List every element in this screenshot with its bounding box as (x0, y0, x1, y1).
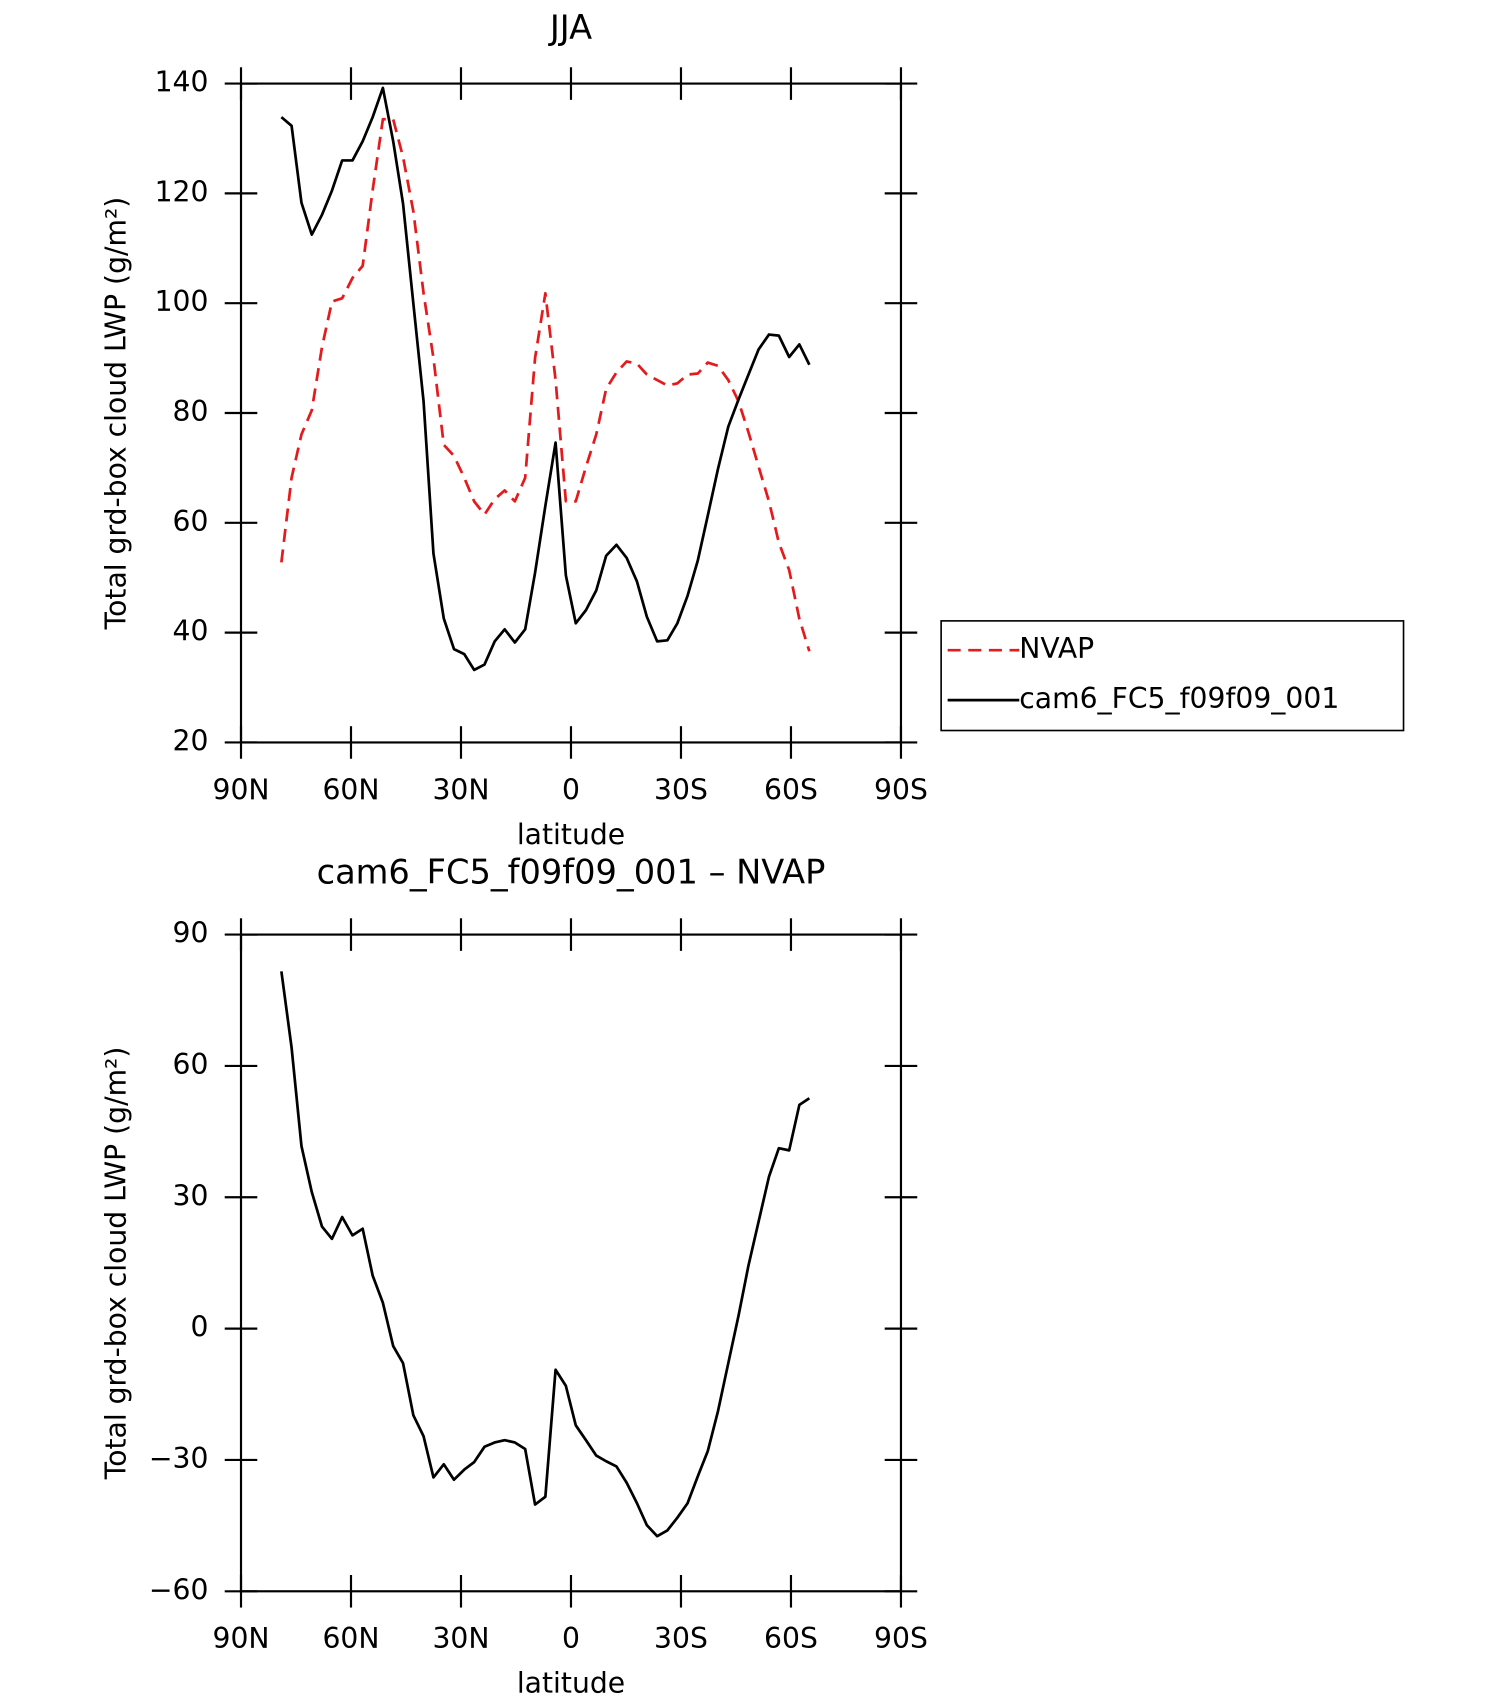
x-tick-label: 0 (562, 1622, 580, 1655)
x-tick-label: 60N (322, 773, 379, 806)
x-tick-label: 90N (212, 1622, 269, 1655)
x-tick-label: 90N (212, 773, 269, 806)
legend-box (940, 620, 1405, 732)
y-tick-label: 90 (173, 917, 209, 950)
x-tick-label: 60S (764, 773, 818, 806)
data-line (280, 117, 811, 652)
x-tick-label: 60S (764, 1622, 818, 1655)
y-tick-label: 0 (190, 1311, 208, 1344)
x-axis-label: latitude (517, 1667, 625, 1700)
y-tick-label: 30 (173, 1179, 209, 1212)
y-tick-label: 40 (173, 615, 209, 648)
legend-label: cam6_FC5_f09f09_001 (1019, 682, 1339, 715)
x-tick-label: 30S (654, 1622, 708, 1655)
chart-title: cam6_FC5_f09f09_001 – NVAP (317, 852, 826, 891)
plot-frame (239, 933, 903, 1593)
y-tick-label: 80 (173, 395, 209, 428)
y-tick-label: 60 (173, 1048, 209, 1081)
y-axis-label: Total grd-box cloud LWP (g/m²) (99, 1047, 132, 1481)
y-tick-label: 60 (173, 505, 209, 538)
x-tick-label: 60N (322, 1622, 379, 1655)
x-tick-label: 90S (874, 1622, 928, 1655)
chart-title: JJA (548, 8, 592, 47)
y-tick-label: 100 (155, 285, 209, 318)
x-tick-label: 30S (654, 773, 708, 806)
y-tick-label: 120 (155, 175, 209, 208)
x-tick-label: 90S (874, 773, 928, 806)
y-tick-label: −60 (149, 1573, 209, 1606)
data-line (280, 971, 811, 1538)
x-tick-label: 30N (432, 773, 489, 806)
y-axis-label: Total grd-box cloud LWP (g/m²) (99, 197, 132, 631)
x-axis-label: latitude (517, 818, 625, 851)
x-tick-label: 0 (562, 773, 580, 806)
x-tick-label: 30N (432, 1622, 489, 1655)
y-tick-label: −30 (149, 1442, 209, 1475)
legend-label: NVAP (1019, 632, 1094, 665)
data-line (280, 86, 811, 672)
plot-frame (239, 82, 903, 744)
y-tick-label: 140 (155, 66, 209, 99)
y-tick-label: 20 (173, 724, 209, 757)
